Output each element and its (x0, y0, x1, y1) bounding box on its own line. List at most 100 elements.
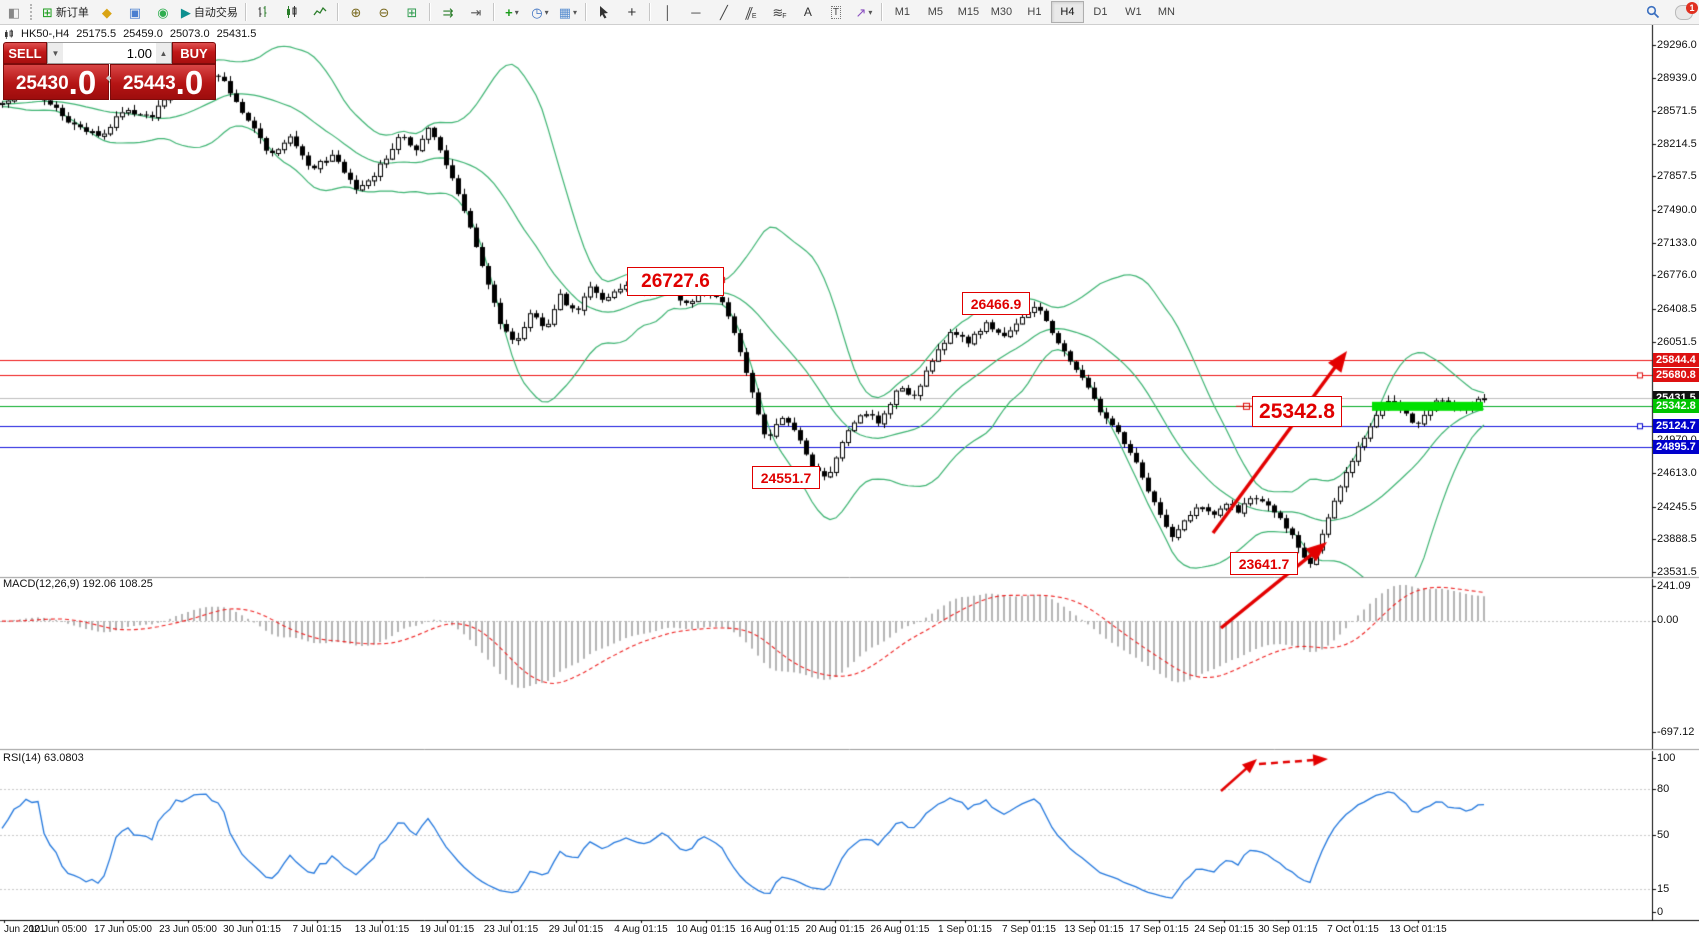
arrows-tool-button[interactable]: ↗ ▾ (851, 1, 877, 23)
chevron-down-icon: ▾ (544, 7, 549, 17)
price-annotation-label[interactable]: 24551.7 (752, 466, 820, 489)
rsi-scale-label: 0 (1657, 906, 1664, 918)
y-axis-tick-label: 27490.0 (1657, 204, 1697, 217)
time-axis-label: 17 Jun 05:00 (94, 924, 152, 935)
clock-icon: ◷ (531, 4, 543, 20)
buy-price-display[interactable]: 25443.0 (110, 64, 216, 100)
arrow-object-icon: ↗ (855, 4, 867, 20)
depth-of-market-icon[interactable]: ◆ (101, 4, 112, 20)
price-level-tag: 25680.8 (1653, 368, 1699, 383)
symbol-name: HK50-,H4 (21, 28, 70, 40)
auto-scroll-icon[interactable]: ⇉ (442, 4, 454, 20)
time-axis-label: 20 Aug 01:15 (805, 924, 865, 935)
time-axis-label: 7 Jul 01:15 (292, 924, 342, 935)
price-annotation-label[interactable]: 26466.9 (962, 292, 1030, 315)
timeframe-W1-button[interactable]: W1 (1125, 6, 1142, 18)
trendline-tool-icon[interactable]: ╱ (719, 4, 728, 20)
y-axis-tick-label: 28571.5 (1657, 105, 1697, 118)
y-axis-tick-label: 26051.5 (1657, 335, 1697, 348)
new-order-button[interactable]: ⊞ 新订单 (42, 4, 89, 20)
timeframe-M5-button[interactable]: M5 (927, 6, 944, 18)
horizontal-line-tool-icon[interactable]: ─ (691, 4, 701, 20)
autotrading-button[interactable]: ▶ 自动交易 (180, 4, 238, 20)
time-axis-label: 10 Aug 01:15 (676, 924, 736, 935)
y-axis-tick-label: 27133.0 (1657, 236, 1697, 249)
timeframe-D1-button[interactable]: D1 (1093, 6, 1108, 18)
sell-price-display[interactable]: 25430.0 (3, 64, 109, 100)
toolbar-right-group: 1 (1639, 1, 1698, 23)
volume-spinner: ▼ ▲ (47, 42, 172, 64)
ohlc-low: 25073.0 (169, 28, 210, 40)
news-icon[interactable]: ◉ (157, 4, 169, 20)
y-axis-tick-label: 27857.5 (1657, 170, 1697, 183)
rsi-scale-label: 80 (1657, 782, 1670, 795)
data-window-icon[interactable]: ▣ (128, 4, 142, 20)
buy-button[interactable]: BUY (172, 42, 216, 64)
templates-button[interactable]: ▦ ▾ (555, 1, 581, 23)
timeframe-H1-button[interactable]: H1 (1027, 6, 1042, 18)
time-axis-label: 23 Jun 05:00 (159, 924, 217, 935)
timeframe-H4-button[interactable]: H4 (1050, 1, 1084, 23)
price-annotation-label[interactable]: 23641.7 (1230, 552, 1298, 575)
timeframe-M15-button[interactable]: M15 (957, 6, 980, 18)
y-axis-tick-label: 28939.0 (1657, 71, 1697, 84)
time-axis-label: 13 Jul 01:15 (354, 924, 410, 935)
time-axis-label: 13 Oct 01:15 (1389, 924, 1447, 935)
toolbar-grip (30, 4, 36, 20)
notifications-icon[interactable]: 1 (1675, 1, 1698, 20)
text-tool-icon[interactable]: A (803, 5, 812, 19)
price-level-tag: 25124.7 (1653, 419, 1699, 434)
volume-increase-button[interactable]: ▲ (156, 43, 171, 63)
autotrading-icon: ▶ (180, 4, 191, 20)
tile-windows-icon[interactable]: ⊞ (406, 4, 418, 20)
timeframe-MN-button[interactable]: MN (1157, 6, 1175, 18)
y-axis-tick-label: 24613.0 (1657, 467, 1697, 480)
search-icon[interactable] (1640, 1, 1666, 23)
chart-shift-icon[interactable]: ⇥ (470, 4, 482, 20)
time-axis-label: 23 Jul 01:15 (483, 924, 539, 935)
cursor-icon[interactable] (591, 1, 617, 23)
timeframe-M30-button[interactable]: M30 (990, 6, 1013, 18)
line-chart-mode-icon[interactable] (307, 1, 333, 23)
rsi-indicator-label: RSI(14) 63.0803 (3, 752, 84, 764)
macd-scale-label: 0.00 (1657, 614, 1679, 626)
price-level-tag: 25844.4 (1653, 353, 1699, 368)
time-axis-label: 13 Sep 01:15 (1064, 924, 1124, 935)
candlestick-mode-icon[interactable] (279, 1, 305, 23)
sell-button[interactable]: SELL (3, 42, 47, 64)
time-axis-label: 4 Aug 01:15 (614, 924, 668, 935)
equidistant-channel-tool-icon[interactable]: ∥ E (743, 4, 757, 20)
time-axis-label: 10 Jun 05:00 (29, 924, 87, 935)
volume-input[interactable] (63, 44, 156, 62)
time-axis-label: 30 Sep 01:15 (1258, 924, 1318, 935)
toolbar-separator (648, 3, 651, 21)
fibonacci-tool-icon[interactable]: ≋ F (772, 4, 787, 20)
chevron-down-icon: ▾ (573, 7, 578, 17)
panel-collapse-icon[interactable]: ◆ (106, 75, 112, 82)
price-level-tag: 24895.7 (1653, 440, 1699, 455)
time-axis-label: 26 Aug 01:15 (870, 924, 930, 935)
price-level-tag: 25342.8 (1653, 399, 1699, 414)
ohlc-high: 25459.0 (123, 28, 163, 40)
zoom-in-icon[interactable]: ⊕ (350, 4, 362, 20)
text-label-tool-icon[interactable]: T (830, 5, 841, 19)
y-axis-tick-label: 29296.0 (1657, 39, 1697, 51)
crosshair-icon[interactable]: + (627, 3, 637, 21)
price-annotation-label[interactable]: 26727.6 (627, 267, 724, 296)
time-axis-label: 16 Aug 01:15 (740, 924, 800, 935)
bar-chart-mode-icon[interactable] (251, 1, 277, 23)
time-axis-label: 24 Sep 01:15 (1194, 924, 1254, 935)
periods-button[interactable]: ◷ ▾ (527, 1, 553, 23)
new-order-icon: ⊞ (42, 4, 53, 20)
indicators-button[interactable]: + ▾ (499, 1, 525, 23)
time-axis-label: 7 Oct 01:15 (1327, 924, 1379, 935)
price-annotation-label[interactable]: 25342.8 (1252, 396, 1342, 427)
volume-decrease-button[interactable]: ▼ (48, 43, 63, 63)
zoom-out-icon[interactable]: ⊖ (378, 4, 390, 20)
left-edge-partial-icon[interactable]: ◧ (7, 4, 21, 20)
timeframe-M1-button[interactable]: M1 (894, 6, 911, 18)
vertical-line-tool-icon[interactable]: │ (663, 4, 672, 20)
rsi-scale-label: 100 (1657, 752, 1676, 764)
symbol-info-bar: HK50-,H4 25175.5 25459.0 25073.0 25431.5 (4, 28, 256, 40)
